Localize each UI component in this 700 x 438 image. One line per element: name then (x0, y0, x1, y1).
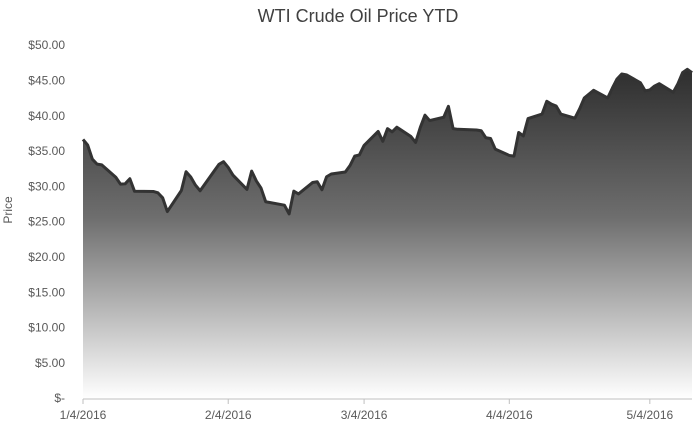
y-axis-title: Price (1, 196, 15, 224)
chart-title: WTI Crude Oil Price YTD (258, 6, 459, 26)
y-tick-label: $35.00 (28, 144, 65, 158)
x-tick-label: 4/4/2016 (486, 408, 533, 422)
x-tick-label: 2/4/2016 (205, 408, 252, 422)
y-tick-label: $50.00 (28, 38, 65, 52)
y-tick-label: $45.00 (28, 73, 65, 87)
y-tick-label: $25.00 (28, 215, 65, 229)
y-tick-label: $20.00 (28, 250, 65, 264)
y-tick-label: $- (54, 391, 65, 405)
x-tick-label: 3/4/2016 (341, 408, 388, 422)
y-tick-label: $40.00 (28, 109, 65, 123)
y-tick-label: $10.00 (28, 321, 65, 335)
y-tick-label: $15.00 (28, 285, 65, 299)
y-tick-label: $5.00 (35, 356, 65, 370)
area (83, 69, 692, 400)
y-tick-label: $30.00 (28, 179, 65, 193)
x-tick-label: 5/4/2016 (626, 408, 673, 422)
x-tick-label: 1/4/2016 (60, 408, 107, 422)
line (81, 67, 693, 216)
